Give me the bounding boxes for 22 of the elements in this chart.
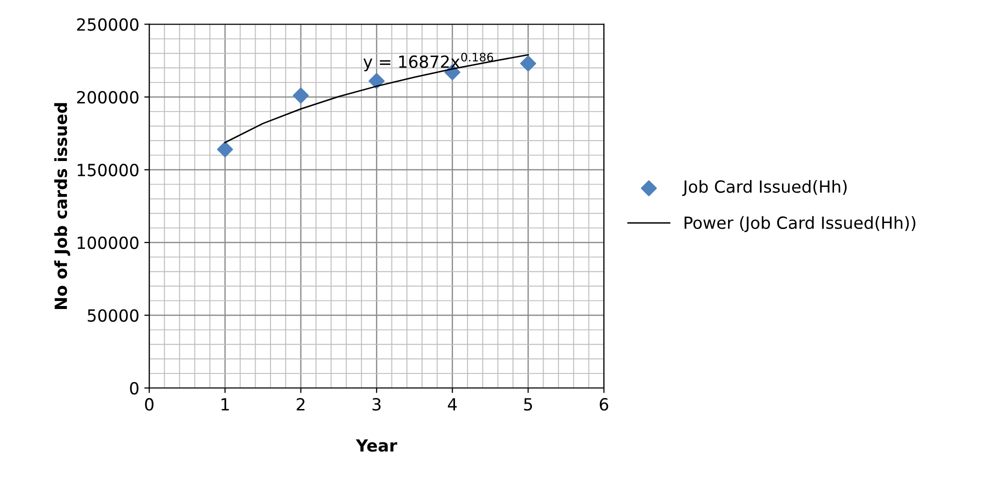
y-tick-label: 0 [130, 382, 138, 395]
point [368, 73, 385, 89]
y-axis-title: No of Job cards issued [54, 103, 70, 309]
y-tick-label: 100000 [78, 236, 138, 250]
point [217, 141, 234, 158]
y-tick-label: 50000 [88, 309, 138, 322]
x-tick-label: 3 [372, 398, 381, 411]
annotation: y = 16872x$^{0.186}$ [363, 52, 494, 72]
point [520, 56, 536, 72]
point [292, 88, 309, 104]
x-axis-title: Year [356, 439, 398, 452]
x-tick-label: 6 [600, 398, 608, 411]
y-tick-label: 150000 [78, 164, 138, 176]
legend-label: Job Card Issued(Hh) [682, 180, 847, 196]
y-tick-label: 250000 [77, 18, 138, 31]
legend-label: Power (Job Card Issued(Hh)) [684, 216, 916, 232]
x-tick-label: 1 [222, 398, 229, 410]
x-tick-label: 5 [524, 398, 532, 411]
x-tick-label: 2 [296, 398, 304, 410]
x-tick-label: 4 [448, 398, 457, 410]
x-tick-label: 0 [145, 398, 154, 411]
y-tick-label: 200000 [77, 90, 138, 104]
